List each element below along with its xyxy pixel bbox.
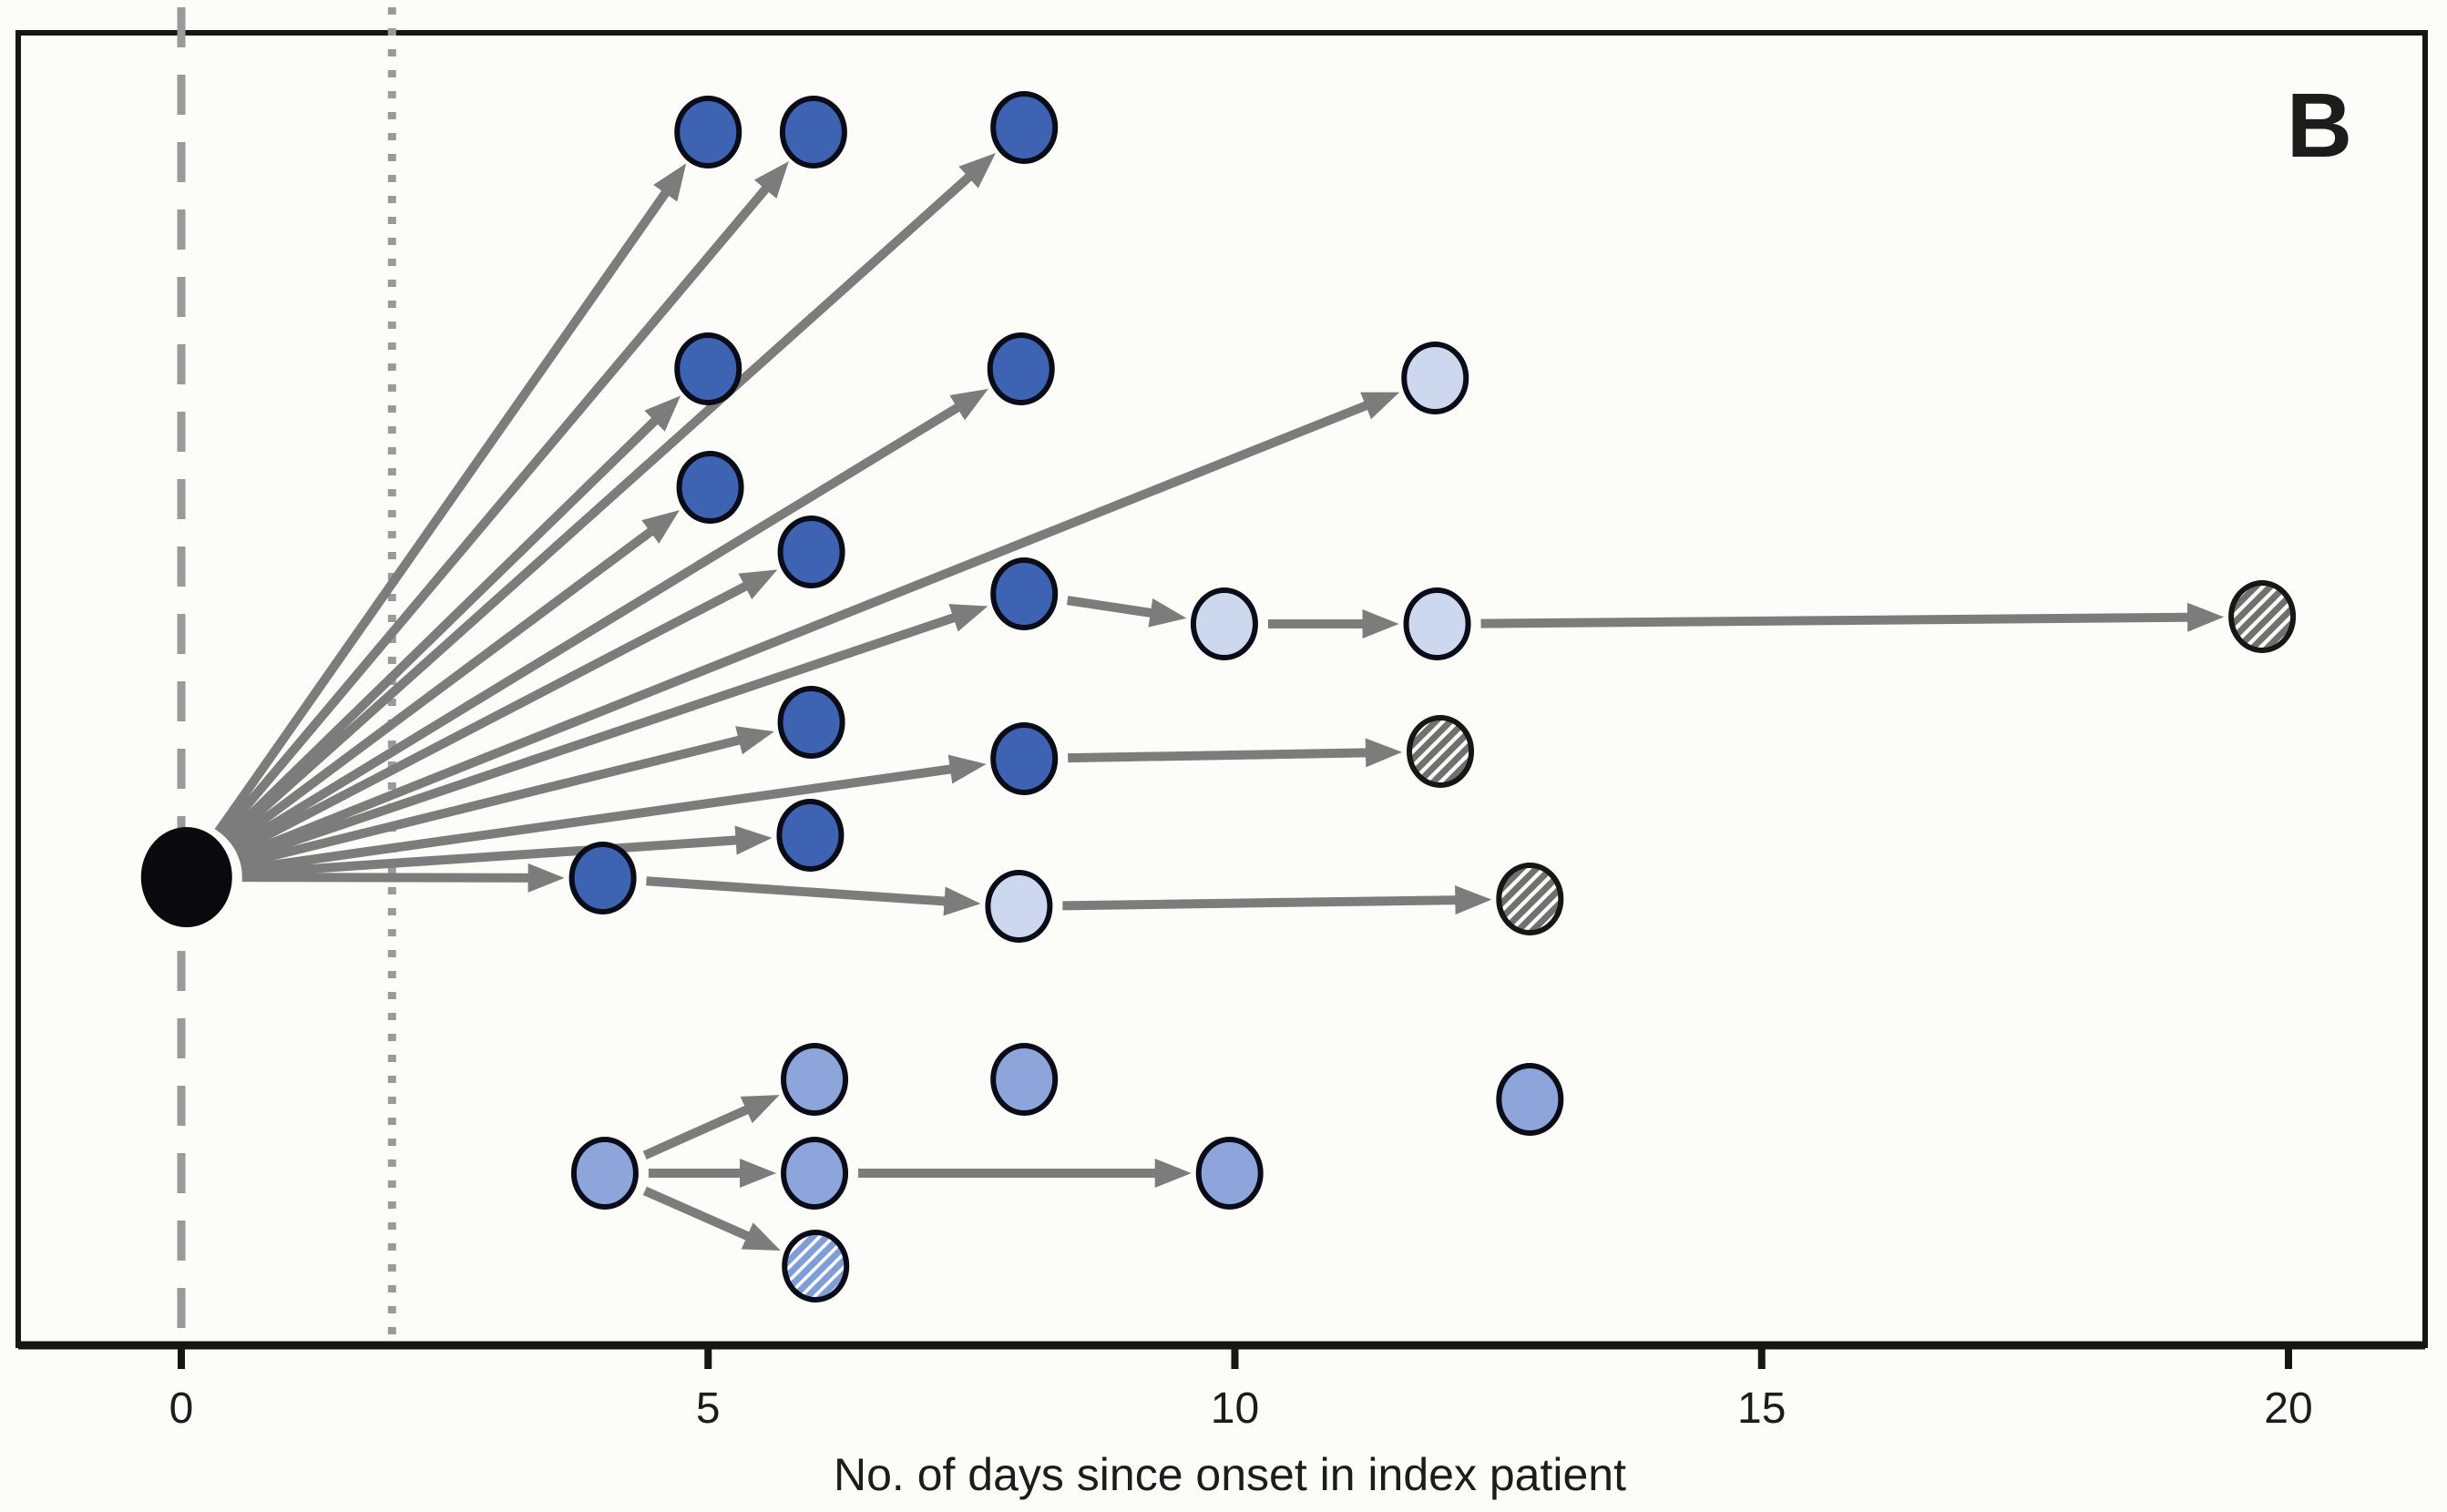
arrowhead-index-c04 (644, 395, 681, 432)
case-node-c16-dark-blue (776, 799, 845, 872)
x-tick-label-15: 15 (1737, 1384, 1786, 1433)
arrow-c18-c19 (1062, 894, 1476, 911)
arrow-c11-c12 (1480, 612, 2208, 628)
case-node-index-index (140, 827, 232, 927)
arrowhead-index-c02 (753, 161, 789, 199)
arrowhead-c09-c10 (1148, 598, 1187, 628)
arrow-index-c04 (222, 404, 672, 843)
arrowhead-c14-c15 (1365, 738, 1403, 768)
arrow-c17-c18 (646, 876, 965, 907)
arrowhead-index-c06 (1360, 392, 1400, 420)
arrow-c22-c26 (642, 1186, 768, 1249)
case-node-c10-pale-blue (1190, 587, 1258, 660)
case-nodes (140, 91, 2297, 1303)
arrow-index-c07 (228, 516, 670, 848)
arrowhead-index-c16 (734, 825, 773, 855)
case-node-c14-dark-blue (990, 722, 1059, 795)
arrowhead-index-c14 (947, 754, 987, 784)
arrow-index-c02 (219, 170, 783, 838)
case-node-c07-dark-blue (676, 451, 744, 524)
arrow-index-c01 (214, 174, 681, 834)
case-node-c03-dark-blue (990, 91, 1059, 164)
arrow-index-c06 (236, 393, 1387, 861)
arrowhead-c18-c19 (1455, 885, 1492, 915)
case-node-c09-dark-blue (990, 557, 1059, 630)
x-tick-label-5: 5 (696, 1384, 721, 1433)
arrowhead-index-c03 (958, 153, 996, 189)
case-node-c04-dark-blue (674, 332, 742, 405)
case-node-c06-pale-blue (1401, 342, 1469, 414)
arrowhead-index-c09 (948, 604, 988, 632)
x-tick-label-20: 20 (2264, 1384, 2312, 1433)
arrowhead-c17-c18 (943, 886, 981, 916)
arrowhead-index-c17 (527, 863, 565, 893)
arrow-c14-c15 (1068, 748, 1387, 763)
arrowhead-index-c05 (949, 388, 988, 421)
case-node-c11-pale-blue (1403, 587, 1471, 660)
case-node-c18-pale-blue (985, 870, 1053, 943)
arrowhead-index-c08 (738, 569, 778, 600)
case-node-c21-medium-blue (990, 1043, 1059, 1116)
case-node-c01-dark-blue (674, 96, 742, 169)
x-tick-label-10: 10 (1211, 1384, 1259, 1433)
arrow-index-c16 (241, 834, 756, 878)
x-axis: 0 5 10 15 20 (18, 1341, 2425, 1433)
transmission-arrows (214, 153, 2225, 1251)
case-node-c22-medium-blue (570, 1137, 639, 1210)
arrowhead-c23-c24 (1154, 1159, 1192, 1188)
case-node-c23-medium-blue (781, 1137, 849, 1210)
case-node-c08-dark-blue (777, 516, 845, 588)
arrowhead-index-c13 (735, 726, 774, 755)
arrowhead-index-c01 (653, 163, 687, 202)
arrow-index-c09 (237, 607, 974, 864)
x-tick-label-0: 0 (169, 1384, 194, 1433)
arrow-index-c05 (231, 393, 978, 853)
arrow-index-c08 (233, 573, 765, 856)
panel-label: B (2287, 75, 2352, 177)
case-node-c20-medium-blue (781, 1043, 849, 1116)
case-node-c02-dark-blue (779, 96, 847, 169)
case-node-c17-dark-blue (568, 842, 637, 914)
arrowhead-c11-c12 (2186, 602, 2225, 632)
case-node-c13-dark-blue (777, 686, 845, 759)
arrowhead-c10-c11 (1362, 609, 1399, 639)
case-node-c05-dark-blue (987, 332, 1055, 405)
case-node-c25-medium-blue (1496, 1063, 1564, 1136)
arrowhead-c22-c20 (740, 1095, 780, 1124)
arrowhead-index-c07 (641, 510, 680, 544)
case-node-c19-hatched-gray (1496, 863, 1564, 935)
case-node-c12-hatched-gray (2228, 580, 2297, 653)
case-node-c26-hatched-blue (782, 1230, 850, 1303)
arrow-index-c14 (241, 761, 971, 874)
x-axis-title: No. of days since onset in index patient (834, 1449, 1626, 1500)
case-node-c15-hatched-gray (1407, 715, 1475, 788)
case-node-c24-medium-blue (1195, 1137, 1264, 1210)
arrow-index-c13 (239, 730, 760, 869)
arrowhead-c22-c23 (740, 1159, 777, 1188)
arrow-c22-c20 (642, 1097, 767, 1160)
guide-lines (177, 7, 396, 1345)
arrowhead-c22-c26 (741, 1222, 781, 1251)
arrow-index-c03 (224, 160, 987, 844)
arrow-index-c17 (241, 873, 548, 883)
